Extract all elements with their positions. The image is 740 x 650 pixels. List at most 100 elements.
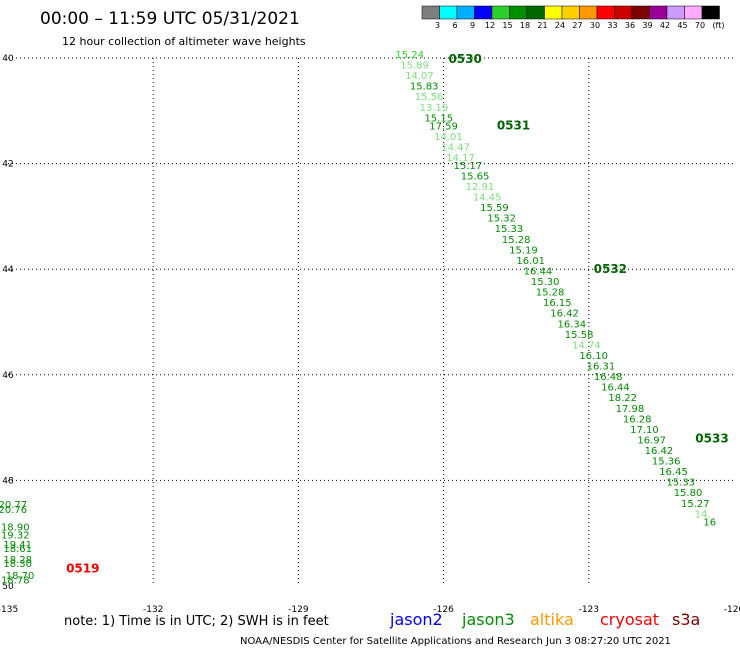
legend-label: 70 [695, 21, 705, 30]
legend-label: 15 [502, 21, 512, 30]
color-scale-legend: 3 6 9 12 15 18 21 24 27 30 33 36 39 42 45 70 (ft) [421, 5, 725, 30]
legend-swatch [509, 5, 528, 20]
wave-height-value: 16.28 [623, 414, 652, 425]
legend-swatch [649, 5, 668, 20]
satellite-altika: altika [530, 610, 574, 629]
y-tick-label: 40 [2, 54, 14, 64]
wave-height-value: 15.36 [652, 457, 681, 468]
legend-swatch [456, 5, 475, 20]
wave-height-value: 17.59 [429, 121, 458, 132]
wave-height-value: 14.45 [473, 193, 502, 204]
wave-height-value: 16.42 [550, 309, 579, 320]
satellite-cryosat: cryosat [600, 610, 659, 629]
satellite-s3a: s3a [672, 610, 700, 629]
wave-height-value: 16.01 [516, 256, 545, 267]
wave-height-value: 16.44 [601, 383, 630, 394]
wave-height-value: 18.90 [1, 523, 30, 534]
wave-height-value: 15.30 [531, 277, 560, 288]
legend-label: 39 [642, 21, 652, 30]
wave-height-value: 15.59 [480, 203, 509, 214]
legend-label: 24 [555, 21, 565, 30]
wave-height-value: 15.80 [674, 488, 703, 499]
pass-label: 0531 [497, 119, 530, 133]
credit-line: NOAA/NESDIS Center for Satellite Applica… [240, 636, 671, 647]
wave-height-value: 14.01 [434, 132, 463, 143]
legend-label: 18 [520, 21, 530, 30]
legend-label: 42 [660, 21, 670, 30]
wave-height-value: 16.42 [645, 446, 674, 457]
grid-lines [8, 57, 734, 586]
wave-height-value: 20.76 [0, 505, 27, 516]
wave-height-value: 15.56 [415, 92, 444, 103]
footnote: note: 1) Time is in UTC; 2) SWH is in fe… [64, 614, 329, 629]
legend-swatch [579, 5, 598, 20]
legend-swatch [561, 5, 580, 20]
x-tick-label: -129 [288, 605, 309, 615]
legend-swatch [526, 5, 545, 20]
pass-label: 0533 [695, 432, 728, 446]
y-tick-label: 50 [2, 582, 14, 592]
x-tick-label: -135 [0, 605, 18, 615]
wave-height-value: 18.78 [1, 575, 30, 586]
x-tick-label: -132 [143, 605, 163, 615]
wave-height-value: 18.22 [608, 393, 637, 404]
legend-label: 9 [470, 21, 475, 30]
wave-height-value: 15.65 [461, 171, 490, 182]
x-tick-label: -120 [724, 605, 740, 615]
legend-swatch [491, 5, 510, 20]
wave-height-value: 17.98 [616, 404, 645, 415]
wave-height-value: 15.33 [495, 224, 524, 235]
wave-height-value: 15.28 [536, 288, 565, 299]
legend-label: 3 [435, 21, 440, 30]
wave-height-value: 20.77 [0, 500, 27, 511]
wave-height-value: 14. [695, 509, 711, 520]
wave-height-value: 14.17 [446, 153, 475, 164]
legend-label: 30 [590, 21, 600, 30]
wave-height-value: 13.19 [420, 103, 449, 114]
y-axis-ticks: 40 42 44 46 48 50 [2, 54, 14, 592]
legend-swatch [544, 5, 563, 20]
pass-label: 0519 [66, 562, 99, 576]
chart-title: 00:00 – 11:59 UTC 05/31/2021 [40, 9, 300, 29]
wave-height-value: 15.58 [565, 330, 594, 341]
wave-height-value: 19.41 [3, 540, 32, 551]
wave-height-value: 18.70 [6, 571, 35, 582]
x-tick-label: -126 [433, 605, 454, 615]
pass-labels: 0530 0531 0532 0533 0519 [66, 52, 729, 576]
wave-height-value: 16.34 [558, 319, 587, 330]
wave-height-value: 18.28 [3, 555, 32, 566]
legend-label: 27 [572, 21, 582, 30]
legend-swatch [614, 5, 633, 20]
legend-label: 36 [625, 21, 635, 30]
satellite-jason3: jason3 [461, 610, 515, 629]
wave-height-value: 14.74 [572, 340, 601, 351]
wave-height-value: 16.15 [543, 298, 572, 309]
wave-height-value: 12.91 [466, 182, 495, 193]
legend-swatch [701, 5, 720, 20]
legend-label: 6 [452, 21, 457, 30]
wave-height-value: 15.24 [395, 50, 424, 61]
legend-swatch [421, 5, 440, 20]
pass-label: 0530 [448, 52, 481, 66]
chart-subtitle: 12 hour collection of altimeter wave hei… [62, 35, 306, 48]
satellite-legend: jason2 jason3 altika cryosat s3a [389, 610, 700, 629]
y-tick-label: 46 [2, 371, 14, 381]
wave-height-value: 16 [703, 517, 716, 528]
wave-height-value: 17.10 [630, 425, 659, 436]
wave-height-value: 16.44 [524, 266, 553, 277]
x-tick-label: -123 [579, 605, 599, 615]
legend-label: 12 [485, 21, 495, 30]
legend-swatch [474, 5, 493, 20]
wave-height-value: 14.07 [405, 71, 434, 82]
wave-height-value: 14.47 [441, 142, 470, 153]
legend-swatch [684, 5, 703, 20]
wave-height-value: 19.32 [1, 530, 30, 541]
legend-label: 21 [537, 21, 547, 30]
y-tick-label: 48 [2, 476, 14, 486]
wave-height-value: 16.10 [579, 351, 608, 362]
satellite-jason2: jason2 [389, 610, 443, 629]
legend-swatch [596, 5, 615, 20]
wave-height-value: 15.83 [410, 82, 439, 93]
legend-swatch [666, 5, 685, 20]
legend-label: 45 [677, 21, 687, 30]
